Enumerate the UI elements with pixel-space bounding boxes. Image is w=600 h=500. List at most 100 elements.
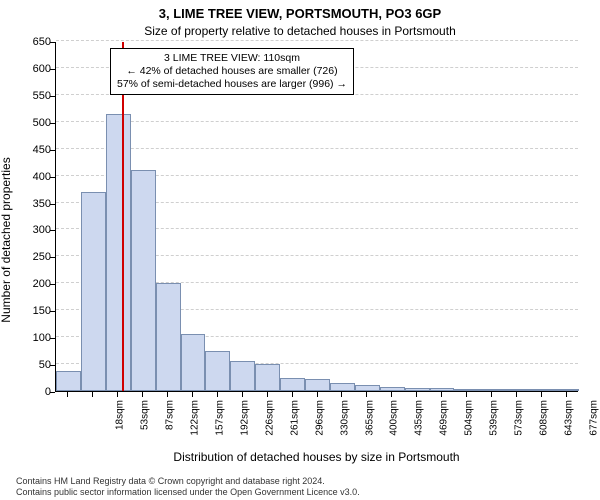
- x-tick-mark: [317, 392, 318, 397]
- x-tick-label: 330sqm: [339, 400, 350, 450]
- x-tick-mark: [416, 392, 417, 397]
- y-tick-label: 200: [33, 278, 51, 290]
- y-tick-mark: [50, 230, 55, 231]
- histogram-bar: [529, 389, 554, 391]
- x-tick-mark: [516, 392, 517, 397]
- y-tick-mark: [50, 284, 55, 285]
- y-tick-mark: [50, 42, 55, 43]
- histogram-bar: [81, 192, 106, 391]
- histogram-bar: [255, 364, 280, 391]
- x-axis-label: Distribution of detached houses by size …: [55, 450, 578, 464]
- x-tick-mark: [341, 392, 342, 397]
- x-tick-mark: [466, 392, 467, 397]
- y-tick-label: 450: [33, 144, 51, 156]
- histogram-bar: [106, 114, 131, 391]
- histogram-bar: [554, 389, 579, 391]
- x-tick-label: 677sqm: [588, 400, 599, 450]
- x-tick-mark: [242, 392, 243, 397]
- footer: Contains HM Land Registry data © Crown c…: [16, 476, 360, 499]
- x-tick-mark: [92, 392, 93, 397]
- histogram-bar: [230, 361, 255, 391]
- y-tick-label: 600: [33, 63, 51, 75]
- reference-annotation: 3 LIME TREE VIEW: 110sqm ← 42% of detach…: [110, 48, 354, 95]
- y-tick-label: 100: [33, 332, 51, 344]
- y-axis-label: Number of detached properties: [0, 157, 13, 322]
- histogram-bar: [504, 389, 529, 391]
- y-tick-label: 500: [33, 117, 51, 129]
- x-tick-mark: [491, 392, 492, 397]
- x-tick-label: 365sqm: [364, 400, 375, 450]
- histogram-bar: [330, 383, 355, 391]
- x-tick-mark: [167, 392, 168, 397]
- histogram-bar: [56, 371, 81, 391]
- x-tick-mark: [192, 392, 193, 397]
- x-tick-label: 53sqm: [140, 400, 151, 450]
- histogram-bar: [430, 388, 455, 391]
- y-tick-label: 250: [33, 251, 51, 263]
- histogram-bar: [131, 170, 156, 391]
- x-tick-label: 643sqm: [563, 400, 574, 450]
- gridline: [56, 40, 578, 41]
- histogram-bar: [181, 334, 206, 391]
- histogram-bar: [305, 379, 330, 391]
- annotation-line-2: ← 42% of detached houses are smaller (72…: [117, 65, 347, 78]
- x-tick-label: 261sqm: [289, 400, 300, 450]
- footer-line-1: Contains HM Land Registry data © Crown c…: [16, 476, 360, 487]
- y-tick-label: 150: [33, 305, 51, 317]
- x-tick-mark: [217, 392, 218, 397]
- footer-line-2: Contains public sector information licen…: [16, 487, 360, 498]
- x-tick-mark: [566, 392, 567, 397]
- y-tick-mark: [50, 338, 55, 339]
- y-tick-mark: [50, 177, 55, 178]
- x-tick-label: 226sqm: [264, 400, 275, 450]
- y-tick-mark: [50, 392, 55, 393]
- x-tick-label: 192sqm: [239, 400, 250, 450]
- x-tick-mark: [67, 392, 68, 397]
- y-tick-mark: [50, 150, 55, 151]
- x-tick-mark: [441, 392, 442, 397]
- x-tick-mark: [391, 392, 392, 397]
- y-tick-label: 350: [33, 198, 51, 210]
- y-tick-mark: [50, 204, 55, 205]
- y-tick-label: 300: [33, 224, 51, 236]
- histogram-bar: [355, 385, 380, 391]
- x-tick-label: 296sqm: [314, 400, 325, 450]
- x-tick-mark: [267, 392, 268, 397]
- y-tick-mark: [50, 69, 55, 70]
- x-tick-label: 87sqm: [165, 400, 176, 450]
- annotation-line-1: 3 LIME TREE VIEW: 110sqm: [117, 52, 347, 65]
- y-tick-label: 400: [33, 171, 51, 183]
- histogram-bar: [405, 388, 430, 391]
- x-tick-mark: [541, 392, 542, 397]
- histogram-bar: [380, 387, 405, 391]
- x-tick-mark: [366, 392, 367, 397]
- x-tick-label: 573sqm: [513, 400, 524, 450]
- x-tick-label: 504sqm: [464, 400, 475, 450]
- x-tick-label: 539sqm: [489, 400, 500, 450]
- gridline: [56, 121, 578, 122]
- annotation-line-3: 57% of semi-detached houses are larger (…: [117, 78, 347, 91]
- x-tick-label: 608sqm: [538, 400, 549, 450]
- x-tick-label: 469sqm: [439, 400, 450, 450]
- x-tick-label: 435sqm: [414, 400, 425, 450]
- x-tick-label: 157sqm: [215, 400, 226, 450]
- histogram-bar: [454, 389, 479, 391]
- y-tick-label: 650: [33, 36, 51, 48]
- y-tick-mark: [50, 123, 55, 124]
- x-tick-label: 400sqm: [389, 400, 400, 450]
- x-tick-mark: [117, 392, 118, 397]
- y-tick-mark: [50, 257, 55, 258]
- y-tick-mark: [50, 365, 55, 366]
- y-tick-mark: [50, 311, 55, 312]
- histogram-bar: [156, 283, 181, 391]
- x-tick-label: 122sqm: [190, 400, 201, 450]
- x-tick-mark: [292, 392, 293, 397]
- chart-subtitle: Size of property relative to detached ho…: [0, 24, 600, 38]
- y-tick-mark: [50, 96, 55, 97]
- x-tick-mark: [142, 392, 143, 397]
- chart-title: 3, LIME TREE VIEW, PORTSMOUTH, PO3 6GP: [0, 6, 600, 21]
- y-tick-label: 550: [33, 90, 51, 102]
- histogram-bar: [479, 389, 504, 391]
- histogram-bar: [280, 378, 305, 391]
- x-tick-label: 18sqm: [115, 400, 126, 450]
